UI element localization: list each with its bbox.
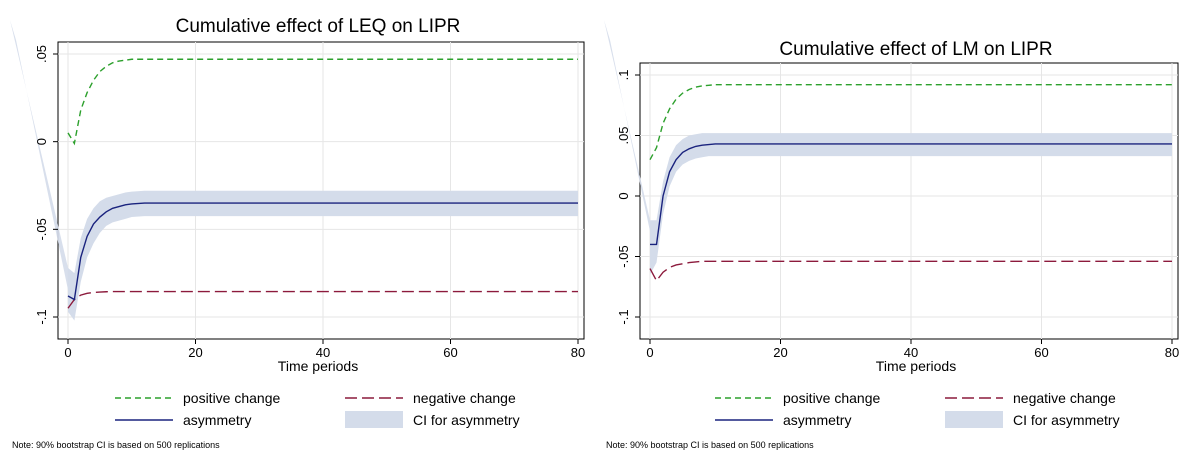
series-line xyxy=(67,202,578,301)
legend-label: CI for asymmetry xyxy=(413,412,520,428)
y-tick-label: 0 xyxy=(34,138,49,145)
series-line xyxy=(67,290,578,309)
x-tick-label: 0 xyxy=(64,345,71,360)
legend-label: positive change xyxy=(783,390,881,406)
x-tick-label: 80 xyxy=(571,345,585,360)
chart-title: Cumulative effect of LEQ on LIPR xyxy=(176,16,461,37)
chart-lm-panel: Cumulative effect of LM on LIPR 0 20 40 60 8… xyxy=(594,0,1188,455)
chart-title: Cumulative effect of LM on LIPR xyxy=(779,39,1052,60)
x-tick-label: 40 xyxy=(904,345,918,360)
y-tick-label: 0 xyxy=(616,192,631,199)
legend-label: asymmetry xyxy=(783,412,851,428)
legend-label: negative change xyxy=(413,390,516,406)
y-tick-label: .1 xyxy=(616,70,631,81)
x-tick-label: 80 xyxy=(1165,345,1179,360)
x-tick-label: 20 xyxy=(188,345,202,360)
series-line xyxy=(650,143,1172,246)
x-axis-label: Time periods xyxy=(278,358,358,374)
legend-label: CI for asymmetry xyxy=(1013,412,1120,428)
y-tick-label: .05 xyxy=(616,126,631,144)
y-tick-label: -.05 xyxy=(34,218,49,240)
y-tick-label: -.1 xyxy=(34,309,49,324)
plot-frame xyxy=(639,62,1179,340)
chart-note: Note: 90% bootstrap CI is based on 500 r… xyxy=(12,440,220,450)
legend-label: negative change xyxy=(1013,390,1116,406)
chart-leq-svg: Cumulative effect of LEQ on LIPR 0 20 40 60… xyxy=(10,16,585,450)
y-tick-label: .05 xyxy=(34,45,49,63)
x-axis-label: Time periods xyxy=(876,358,956,374)
y-tick-label: -.05 xyxy=(616,245,631,267)
chart-lm-svg: Cumulative effect of LM on LIPR 0 20 40 60 8… xyxy=(604,20,1179,450)
x-tick-label: 60 xyxy=(443,345,457,360)
x-tick-label: 0 xyxy=(646,345,653,360)
x-tick-label: 20 xyxy=(773,345,787,360)
legend-swatch xyxy=(945,411,1003,428)
ci-band xyxy=(68,190,578,321)
legend-label: positive change xyxy=(183,390,281,406)
chart-note: Note: 90% bootstrap CI is based on 500 r… xyxy=(606,440,814,450)
chart-leq-panel: Cumulative effect of LEQ on LIPR 0 20 40 60… xyxy=(10,16,585,450)
y-tick-label: -.1 xyxy=(616,309,631,324)
legend-swatch xyxy=(345,411,403,428)
series-line xyxy=(67,58,578,146)
x-tick-label: 60 xyxy=(1034,345,1048,360)
legend-label: asymmetry xyxy=(183,412,251,428)
x-tick-label: 40 xyxy=(316,345,330,360)
ci-band xyxy=(650,133,1172,275)
series-line xyxy=(649,260,1172,282)
plot-frame xyxy=(57,41,585,340)
